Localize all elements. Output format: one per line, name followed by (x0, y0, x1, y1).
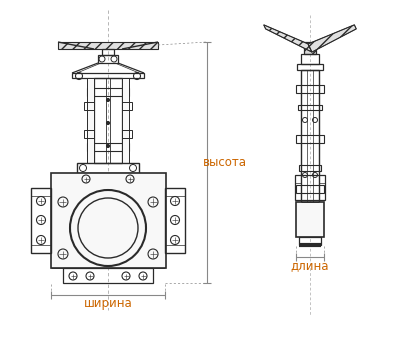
Bar (297, 205, 323, 211)
Bar (301, 70, 319, 230)
Bar (299, 237, 321, 245)
Circle shape (106, 99, 110, 101)
Bar (301, 54, 319, 64)
Bar (58, 42, 158, 49)
Text: длина: длина (291, 260, 329, 273)
Circle shape (106, 145, 110, 147)
Bar (31, 188, 51, 253)
Bar (87, 143, 129, 151)
Bar (122, 130, 132, 138)
Bar (296, 85, 324, 93)
Bar (122, 78, 129, 163)
Bar (63, 268, 153, 283)
Bar (296, 135, 324, 143)
Bar (94, 78, 122, 163)
Bar (304, 42, 316, 54)
Bar (296, 202, 324, 237)
Bar (84, 102, 94, 110)
Bar (295, 175, 325, 200)
Bar (72, 73, 144, 78)
Bar (297, 64, 323, 70)
Bar (77, 163, 139, 173)
Bar (87, 88, 129, 96)
Bar (296, 185, 324, 193)
Circle shape (106, 121, 110, 125)
Polygon shape (264, 25, 312, 52)
Bar (51, 173, 166, 268)
Bar (102, 49, 114, 55)
Bar (299, 165, 321, 171)
Bar (165, 188, 185, 253)
Text: ширина: ширина (84, 298, 132, 310)
Bar (298, 105, 322, 110)
Bar (122, 102, 132, 110)
Bar (87, 78, 94, 163)
Bar (98, 55, 118, 63)
Polygon shape (308, 25, 356, 52)
Bar (84, 130, 94, 138)
Text: высота: высота (203, 155, 247, 169)
